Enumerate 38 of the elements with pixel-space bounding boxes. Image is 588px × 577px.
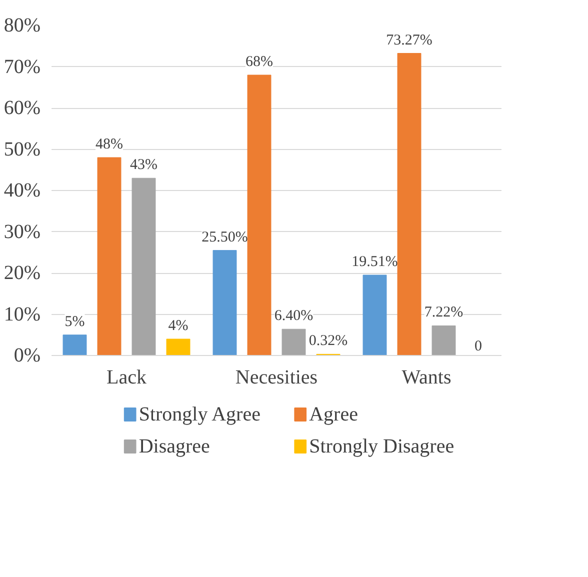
bar xyxy=(132,178,156,356)
x-tick-label: Lack xyxy=(106,366,146,388)
data-label: 25.50% xyxy=(202,229,248,246)
bar xyxy=(247,74,272,356)
bar xyxy=(397,53,422,356)
y-tick-label: 70% xyxy=(4,56,41,78)
y-tick-label: 0% xyxy=(14,344,41,366)
bar xyxy=(62,334,87,356)
legend-label: Disagree xyxy=(138,436,210,458)
bar xyxy=(166,338,190,356)
bar xyxy=(282,328,306,356)
legend-label: Agree xyxy=(309,404,358,426)
y-tick-label: 40% xyxy=(4,180,41,202)
y-tick-label: 10% xyxy=(4,303,41,326)
data-label: 43% xyxy=(130,157,158,174)
data-label: 0 xyxy=(474,338,482,354)
y-tick-label: 30% xyxy=(4,220,41,243)
y-tick-label: 50% xyxy=(4,138,41,160)
data-label: 7.22% xyxy=(424,304,464,321)
data-label: 19.51% xyxy=(352,254,398,270)
x-tick-label: Wants xyxy=(402,366,452,388)
data-label: 0.32% xyxy=(308,333,348,350)
bar xyxy=(212,250,237,356)
data-label: 48% xyxy=(96,136,123,152)
data-label: 68% xyxy=(246,54,273,70)
y-tick-label: 80% xyxy=(4,14,41,36)
legend-label: Strongly Agree xyxy=(138,404,261,426)
data-label: 73.27% xyxy=(386,32,432,48)
data-label: 4% xyxy=(168,318,188,334)
data-label: 6.40% xyxy=(274,308,314,324)
y-tick-label: 60% xyxy=(4,97,41,119)
bar xyxy=(362,274,387,356)
bar xyxy=(97,157,122,356)
bar xyxy=(432,325,456,356)
x-tick-label: Necesities xyxy=(235,366,318,388)
data-label: 5% xyxy=(64,314,85,330)
y-tick-label: 20% xyxy=(4,262,41,284)
legend-label: Strongly Disagree xyxy=(309,436,454,458)
